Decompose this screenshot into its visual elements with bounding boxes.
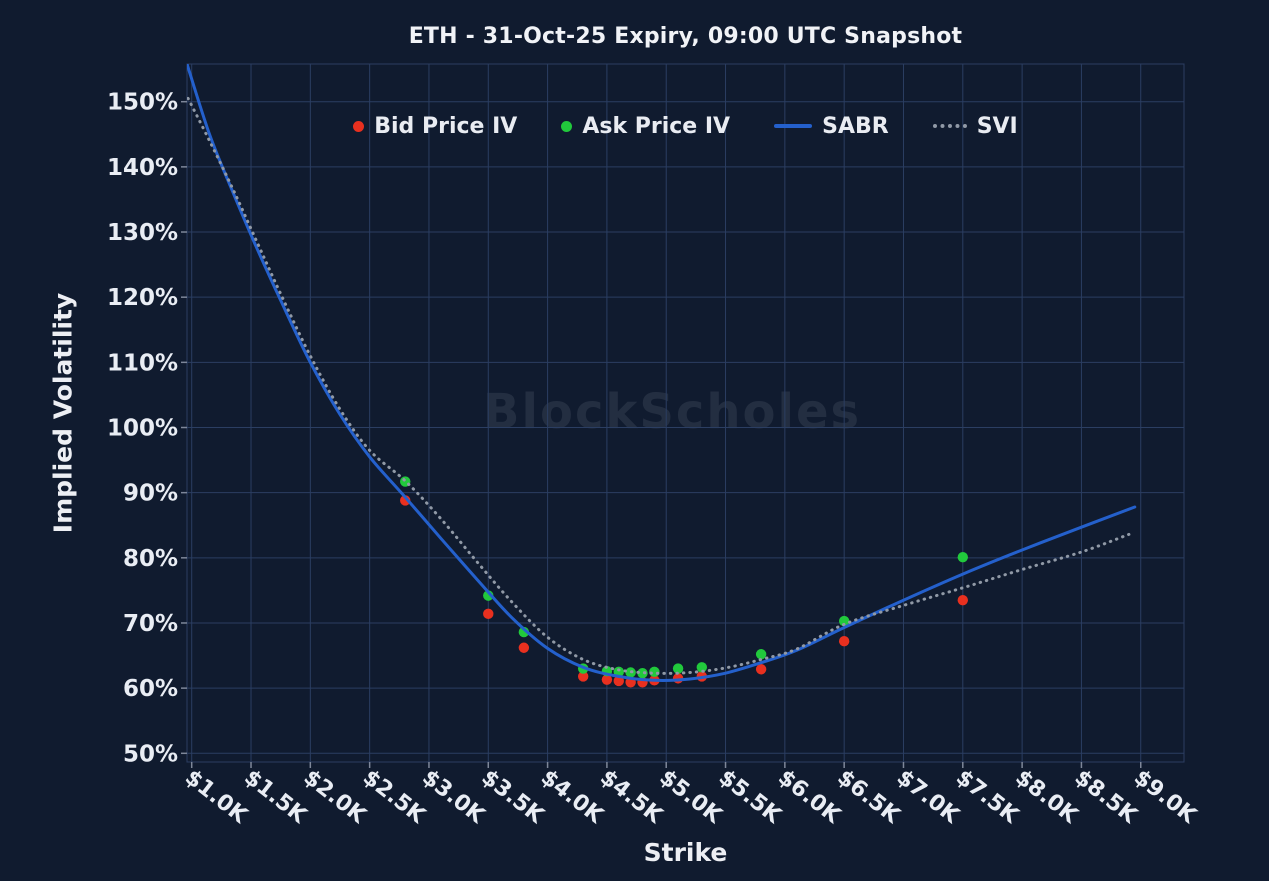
svg-text:$5.0K: $5.0K <box>655 765 727 829</box>
y-axis-title: Implied Volatility <box>48 292 78 534</box>
svg-text:$6.0K: $6.0K <box>773 765 845 829</box>
legend-item-bid[interactable]: Bid Price IV <box>353 114 517 139</box>
svg-text:$6.5K: $6.5K <box>832 765 904 829</box>
svg-text:$3.0K: $3.0K <box>417 765 489 829</box>
svg-text:140%: 140% <box>107 155 178 181</box>
svg-text:$2.5K: $2.5K <box>358 765 430 829</box>
svg-text:$5.5K: $5.5K <box>714 765 786 829</box>
svg-text:130%: 130% <box>107 220 178 246</box>
legend-item-svi[interactable]: SVI <box>932 113 1018 139</box>
svg-text:110%: 110% <box>107 350 178 376</box>
svi-marker-icon <box>932 124 967 128</box>
svg-text:150%: 150% <box>107 90 178 116</box>
svg-text:50%: 50% <box>123 741 178 767</box>
plot-border <box>186 63 1185 763</box>
tick-marks <box>181 100 1142 768</box>
svg-text:$2.0K: $2.0K <box>299 765 371 829</box>
svg-text:$3.5K: $3.5K <box>477 765 549 829</box>
svi-curve <box>187 96 1131 675</box>
chart-title: ETH - 31-Oct-25 Expiry, 09:00 UTC Snapsh… <box>408 24 963 49</box>
svg-text:70%: 70% <box>123 611 178 637</box>
bid-scatter <box>400 495 968 688</box>
svg-text:90%: 90% <box>123 481 178 507</box>
x-tick-labels: $1.0K$1.5K$2.0K$2.5K$3.0K$3.5K$4.0K$4.5K… <box>180 765 1201 829</box>
sabr-curve <box>187 64 1137 682</box>
bid-marker-icon <box>353 120 365 132</box>
watermark: BlockScholes <box>482 384 862 440</box>
svg-text:$1.5K: $1.5K <box>239 765 311 829</box>
svg-text:$9.0K: $9.0K <box>1129 765 1201 829</box>
legend-label-ask: Ask Price IV <box>582 113 731 139</box>
svg-text:80%: 80% <box>123 546 178 572</box>
legend-item-sabr[interactable]: SABR <box>774 114 889 139</box>
legend-label-sabr: SABR <box>822 113 889 139</box>
svg-text:$1.0K: $1.0K <box>180 765 252 829</box>
svg-text:120%: 120% <box>107 285 178 311</box>
legend-item-ask[interactable]: Ask Price IV <box>561 114 730 139</box>
legend: Bid Price IV Ask Price IV SABR SVI <box>187 111 1184 141</box>
legend-label-svi: SVI <box>976 113 1018 139</box>
svg-text:$4.5K: $4.5K <box>595 765 667 829</box>
y-gridlines <box>187 101 1184 754</box>
x-gridlines <box>191 64 1142 762</box>
svg-text:$8.5K: $8.5K <box>1070 765 1142 829</box>
svg-text:100%: 100% <box>107 416 178 442</box>
ask-scatter <box>400 476 968 679</box>
svg-text:60%: 60% <box>123 676 178 702</box>
svg-text:$7.5K: $7.5K <box>951 765 1023 829</box>
sabr-marker-icon <box>774 124 813 128</box>
ask-marker-icon <box>561 120 573 132</box>
svg-text:$7.0K: $7.0K <box>892 765 964 829</box>
legend-label-bid: Bid Price IV <box>374 113 518 139</box>
svg-text:$4.0K: $4.0K <box>536 765 608 829</box>
x-axis-title: Strike <box>643 838 728 867</box>
svg-text:$8.0K: $8.0K <box>1010 765 1082 829</box>
y-tick-labels: 50% 60% 70% 80% 90% 100% 110% 120% 130% 140% 150% <box>107 90 178 768</box>
